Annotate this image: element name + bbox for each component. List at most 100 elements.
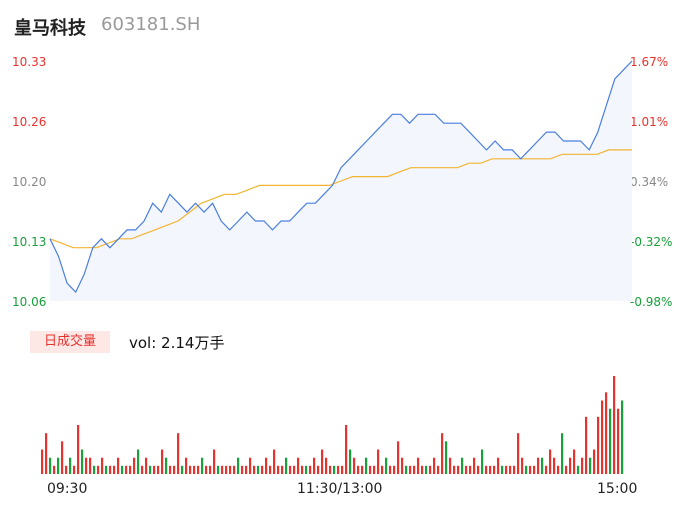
volume-bar xyxy=(321,449,324,474)
volume-bar xyxy=(313,457,316,474)
volume-bar xyxy=(265,457,268,474)
average-price-line xyxy=(49,149,632,249)
time-label-midday: 11:30/13:00 xyxy=(297,481,383,497)
volume-bar xyxy=(329,465,332,474)
volume-bar xyxy=(217,465,220,474)
time-label-open: 09:30 xyxy=(47,481,88,497)
volume-bar xyxy=(105,465,108,474)
price-line xyxy=(49,60,633,294)
volume-bar xyxy=(77,425,80,474)
volume-bar xyxy=(521,457,524,474)
volume-bar xyxy=(245,465,248,474)
volume-bar xyxy=(109,465,112,474)
volume-bar xyxy=(209,465,212,474)
volume-bar xyxy=(57,457,60,474)
volume-bar xyxy=(133,457,136,474)
volume-bar xyxy=(381,465,384,474)
volume-bar xyxy=(405,465,408,474)
volume-badge: 日成交量 xyxy=(30,331,110,353)
volume-bar xyxy=(269,465,272,474)
volume-bar xyxy=(397,441,400,474)
volume-bar xyxy=(505,465,508,474)
volume-bar xyxy=(337,465,340,474)
pct-tick-label: -0.32% xyxy=(630,235,673,249)
volume-bar xyxy=(141,465,144,474)
volume-bar xyxy=(357,465,360,474)
price-tick-label: 10.33 xyxy=(12,55,47,69)
volume-bar xyxy=(61,441,64,474)
volume-bar xyxy=(145,457,148,474)
volume-bar xyxy=(349,449,352,474)
volume-bar xyxy=(457,465,460,474)
volume-bar xyxy=(425,465,428,474)
volume-bar xyxy=(161,449,164,474)
volume-bar xyxy=(489,465,492,474)
volume-bar xyxy=(41,449,44,474)
volume-bar xyxy=(273,449,276,474)
volume-bar xyxy=(513,465,516,474)
volume-bar xyxy=(509,465,512,474)
volume-bar xyxy=(421,465,424,474)
volume-bar xyxy=(365,457,368,474)
volume-bar xyxy=(589,457,592,474)
volume-bar xyxy=(345,425,348,474)
volume-bar xyxy=(173,465,176,474)
volume-bar xyxy=(617,408,620,474)
volume-bar xyxy=(353,457,356,474)
volume-bar xyxy=(237,457,240,474)
volume-bar xyxy=(481,449,484,474)
volume-bar xyxy=(445,441,448,474)
volume-bar xyxy=(437,465,440,474)
volume-bar xyxy=(165,457,168,474)
volume-bar xyxy=(169,465,172,474)
volume-bar xyxy=(177,433,180,474)
volume-bar xyxy=(93,465,96,474)
volume-bar xyxy=(325,457,328,474)
volume-bar xyxy=(477,465,480,474)
volume-bar xyxy=(129,465,132,474)
volume-bar xyxy=(453,465,456,474)
volume-bar xyxy=(101,457,104,474)
volume-bar xyxy=(193,465,196,474)
volume-bar xyxy=(333,465,336,474)
volume-bar xyxy=(213,449,216,474)
volume-bar xyxy=(601,400,604,474)
volume-bar xyxy=(309,465,312,474)
volume-bar xyxy=(533,465,536,474)
volume-bar xyxy=(257,465,260,474)
price-tick-label: 10.13 xyxy=(12,235,47,249)
volume-bar xyxy=(469,465,472,474)
volume-bar xyxy=(525,465,528,474)
volume-bar xyxy=(449,457,452,474)
volume-bar xyxy=(493,465,496,474)
volume-bar xyxy=(361,465,364,474)
volume-bar xyxy=(45,433,48,474)
price-tick-label: 10.20 xyxy=(12,175,47,189)
pct-tick-label: 1.67% xyxy=(630,55,669,69)
volume-bar xyxy=(501,465,504,474)
volume-value: vol: 2.14万手 xyxy=(129,334,225,352)
volume-bar xyxy=(593,449,596,474)
volume-bar xyxy=(149,465,152,474)
volume-bar xyxy=(137,449,140,474)
volume-bar xyxy=(241,465,244,474)
volume-bar xyxy=(81,449,84,474)
volume-bar xyxy=(85,457,88,474)
time-label-close: 15:00 xyxy=(597,481,638,497)
volume-bar xyxy=(261,465,264,474)
volume-bar xyxy=(621,400,624,474)
volume-bar xyxy=(485,465,488,474)
volume-bar xyxy=(53,465,56,474)
volume-bar xyxy=(369,465,372,474)
volume-bar xyxy=(613,376,616,474)
volume-bar xyxy=(553,457,556,474)
volume-bar xyxy=(229,465,232,474)
volume-bar xyxy=(225,465,228,474)
volume-bar xyxy=(413,465,416,474)
volume-bar xyxy=(73,465,76,474)
volume-bar xyxy=(221,465,224,474)
volume-bar xyxy=(201,457,204,474)
volume-bar xyxy=(181,465,184,474)
volume-bar xyxy=(545,465,548,474)
volume-bar xyxy=(117,457,120,474)
